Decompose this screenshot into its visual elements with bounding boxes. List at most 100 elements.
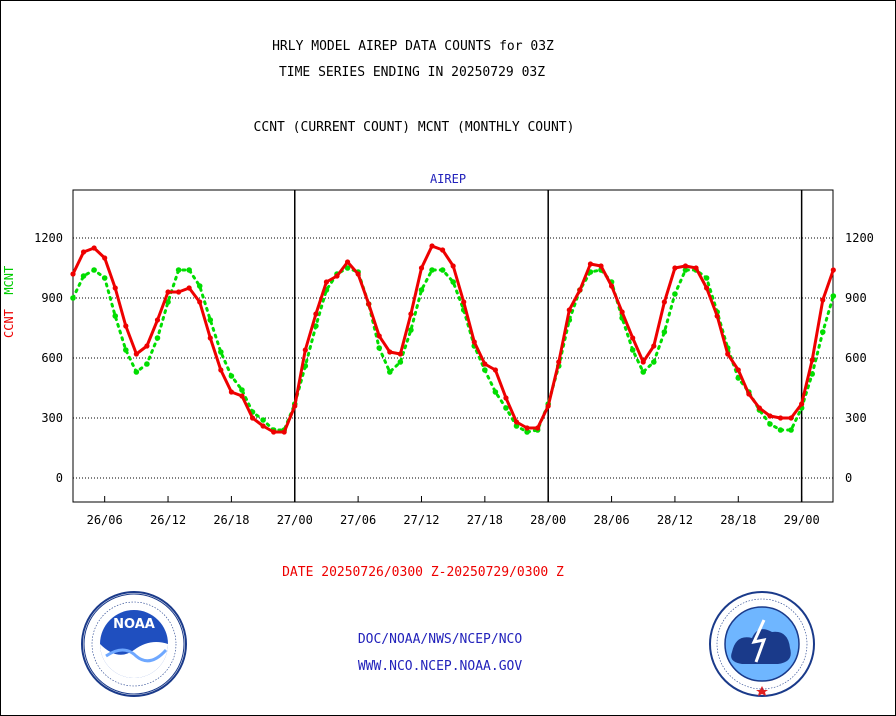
x-tick-label: 29/00 — [784, 513, 820, 527]
data-point-ccnt — [641, 359, 646, 364]
y-tick-label-left: 1200 — [34, 231, 63, 245]
data-point-ccnt — [239, 393, 244, 398]
y-tick-label-right: 600 — [845, 351, 867, 365]
data-point-ccnt — [334, 273, 339, 278]
data-point-ccnt — [113, 285, 118, 290]
data-point-ccnt — [271, 429, 276, 434]
data-point-ccnt — [620, 309, 625, 314]
data-point-mcnt — [144, 361, 150, 367]
x-tick-label: 28/18 — [720, 513, 756, 527]
data-point-mcnt — [376, 345, 382, 351]
data-point-mcnt — [450, 279, 456, 285]
data-point-ccnt — [229, 389, 234, 394]
data-point-mcnt — [429, 267, 435, 273]
data-point-ccnt — [662, 299, 667, 304]
data-point-ccnt — [292, 403, 297, 408]
data-point-ccnt — [757, 405, 762, 410]
y-tick-label-right: 900 — [845, 291, 867, 305]
data-point-ccnt — [303, 347, 308, 352]
data-point-mcnt — [672, 291, 678, 297]
data-point-ccnt — [672, 265, 677, 270]
data-point-ccnt — [767, 413, 772, 418]
x-tick-label: 28/12 — [657, 513, 693, 527]
data-point-mcnt — [186, 267, 192, 273]
data-point-mcnt — [662, 329, 668, 335]
data-point-mcnt — [408, 327, 414, 333]
data-point-ccnt — [165, 289, 170, 294]
data-point-ccnt — [387, 349, 392, 354]
data-point-ccnt — [282, 429, 287, 434]
y-tick-label-right: 300 — [845, 411, 867, 425]
data-point-ccnt — [440, 247, 445, 252]
data-point-ccnt — [482, 361, 487, 366]
series-line-ccnt — [73, 246, 833, 432]
data-point-ccnt — [377, 333, 382, 338]
data-point-mcnt — [260, 417, 266, 423]
data-point-mcnt — [207, 317, 213, 323]
x-tick-label: 26/06 — [87, 513, 123, 527]
data-point-ccnt — [651, 343, 656, 348]
data-point-mcnt — [630, 347, 636, 353]
series-line-mcnt — [73, 268, 833, 432]
data-point-ccnt — [134, 351, 139, 356]
x-tick-label: 26/18 — [213, 513, 249, 527]
data-point-ccnt — [123, 323, 128, 328]
data-point-ccnt — [144, 343, 149, 348]
y-tick-label-left: 900 — [41, 291, 63, 305]
data-point-mcnt — [651, 359, 657, 365]
x-tick-label: 27/12 — [403, 513, 439, 527]
data-point-ccnt — [92, 245, 97, 250]
x-tick-label: 27/00 — [277, 513, 313, 527]
data-point-ccnt — [493, 367, 498, 372]
data-point-ccnt — [356, 271, 361, 276]
data-point-mcnt — [704, 275, 710, 281]
y-tick-label-left: 300 — [41, 411, 63, 425]
plot-area-border — [73, 190, 833, 502]
data-point-ccnt — [250, 415, 255, 420]
data-point-ccnt — [472, 339, 477, 344]
data-point-ccnt — [725, 351, 730, 356]
noaa-logo-icon: NOAA — [80, 590, 188, 698]
data-point-ccnt — [746, 391, 751, 396]
data-point-mcnt — [81, 273, 87, 279]
data-point-mcnt — [398, 359, 404, 365]
data-point-ccnt — [778, 415, 783, 420]
data-point-mcnt — [112, 313, 118, 319]
data-point-ccnt — [197, 299, 202, 304]
data-point-ccnt — [408, 311, 413, 316]
x-tick-label: 28/06 — [593, 513, 629, 527]
data-point-mcnt — [820, 329, 826, 335]
data-point-ccnt — [799, 401, 804, 406]
data-point-ccnt — [556, 359, 561, 364]
data-point-mcnt — [419, 287, 425, 293]
data-point-ccnt — [324, 279, 329, 284]
data-point-ccnt — [693, 265, 698, 270]
data-point-ccnt — [831, 267, 836, 272]
data-point-ccnt — [419, 265, 424, 270]
data-point-ccnt — [524, 425, 529, 430]
y-tick-label-left: 600 — [41, 351, 63, 365]
data-point-mcnt — [176, 267, 182, 273]
data-point-ccnt — [810, 357, 815, 362]
data-point-ccnt — [398, 351, 403, 356]
data-point-ccnt — [208, 335, 213, 340]
data-point-ccnt — [461, 299, 466, 304]
y-tick-label-right: 1200 — [845, 231, 874, 245]
data-point-ccnt — [176, 289, 181, 294]
data-point-ccnt — [451, 263, 456, 268]
data-point-ccnt — [577, 287, 582, 292]
date-range-label: DATE 20250726/0300 Z-20250729/0300 Z — [0, 565, 846, 580]
data-point-mcnt — [229, 373, 235, 379]
data-point-ccnt — [70, 271, 75, 276]
data-point-mcnt — [218, 349, 224, 355]
data-point-ccnt — [683, 263, 688, 268]
data-point-ccnt — [588, 261, 593, 266]
data-point-mcnt — [134, 369, 140, 375]
data-point-mcnt — [440, 267, 446, 273]
data-point-ccnt — [609, 283, 614, 288]
data-point-mcnt — [70, 295, 76, 301]
x-tick-label: 28/00 — [530, 513, 566, 527]
data-point-ccnt — [260, 423, 265, 428]
data-point-ccnt — [820, 297, 825, 302]
national-weather-service-logo-icon — [708, 590, 816, 698]
